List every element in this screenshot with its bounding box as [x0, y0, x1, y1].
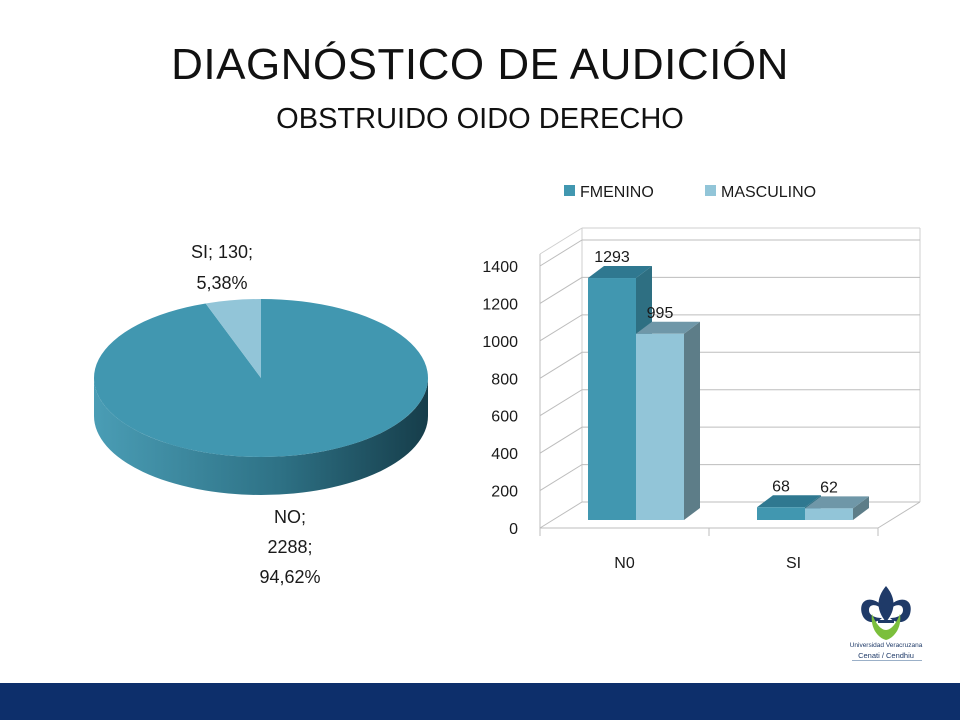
x-tick-label: SI [786, 555, 801, 572]
data-label-fmenino-si: 68 [772, 478, 790, 495]
legend-swatch-masculino [705, 185, 716, 196]
bar-masculino-si [805, 508, 853, 520]
slide-title: DIAGNÓSTICO DE AUDICIÓN [171, 40, 789, 89]
legend-label-masculino: MASCULINO [721, 184, 816, 201]
slide-subtitle: OBSTRUIDO OIDO DERECHO [276, 103, 684, 135]
gridline [539, 426, 920, 454]
bar-masculino-n0 [636, 333, 684, 520]
floor-right-edge [877, 501, 921, 529]
pie-slice-si [205, 299, 261, 378]
gridline [539, 464, 920, 491]
pie-label-no-line-1: NO; [274, 507, 306, 527]
gridline [539, 239, 920, 267]
university-logo: Universidad Veracruzana Cenati / Cendhiu [836, 584, 936, 678]
pie-label-no-line-2: 2288; [267, 537, 312, 557]
footer-bar [0, 683, 960, 720]
veracruzana-fleur-de-lis-icon [861, 586, 911, 640]
gridline [539, 389, 920, 417]
side-wall-top-edge [539, 227, 583, 255]
pie-label-si-line-2: 5,38% [196, 273, 247, 293]
pie-label-si-line-1: SI; 130; [191, 242, 253, 262]
y-tick-label: 200 [491, 484, 518, 501]
y-tick-label: 1000 [482, 334, 518, 351]
logo-divider [852, 660, 922, 661]
pie-slice-no [93, 299, 428, 457]
gridline [539, 276, 920, 304]
gridline [539, 351, 920, 379]
y-tick-label: 600 [491, 409, 518, 426]
gridline [539, 314, 920, 342]
x-tick-label: N0 [614, 555, 635, 572]
bar-fmenino-n0 [588, 278, 636, 520]
data-label-masculino-si: 62 [820, 479, 838, 496]
logo-department-name: Cenati / Cendhiu [858, 651, 914, 660]
y-tick-label: 400 [491, 446, 518, 463]
y-tick-label: 0 [509, 521, 518, 538]
y-tick-label: 1200 [482, 296, 518, 313]
legend-swatch-fmenino [564, 185, 575, 196]
bar-fmenino-si [757, 507, 805, 520]
logo-university-name: Universidad Veracruzana [849, 642, 923, 649]
data-label-fmenino-n0: 1293 [594, 249, 630, 266]
bar-top-masculino-si [805, 496, 869, 509]
y-tick-label: 1400 [482, 259, 518, 276]
bar-side-masculino-si [853, 496, 869, 520]
legend-label-fmenino: FMENINO [580, 184, 654, 201]
bar-side-masculino-n0 [684, 321, 700, 520]
bar-top-fmenino-n0 [588, 266, 652, 279]
bar-top-fmenino-si [757, 495, 821, 508]
data-label-masculino-n0: 995 [647, 305, 674, 322]
pie-label-no-line-3: 94,62% [259, 567, 320, 587]
bar-top-masculino-n0 [636, 321, 700, 334]
bar-legend: FMENINO MASCULINO [564, 184, 816, 201]
pie-side-wall [94, 378, 428, 495]
y-tick-label: 800 [491, 371, 518, 388]
